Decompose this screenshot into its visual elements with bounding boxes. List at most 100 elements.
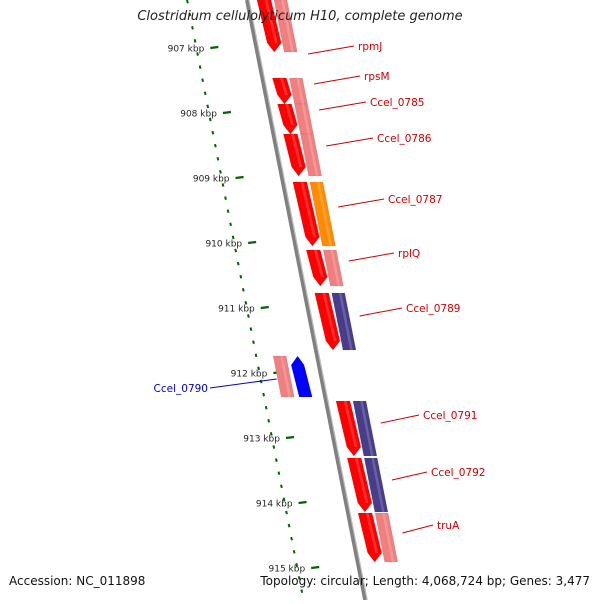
ruler-dot bbox=[196, 52, 199, 56]
ruler-dot bbox=[208, 117, 212, 122]
ruler-major-tick bbox=[285, 435, 295, 440]
ruler-major-tick bbox=[311, 565, 320, 570]
gene-arrow bbox=[305, 249, 328, 287]
ruler-dot bbox=[269, 432, 273, 436]
ruler-dot bbox=[297, 576, 301, 580]
ruler-dot bbox=[213, 143, 217, 148]
gene-pink-block-highlight bbox=[301, 104, 311, 134]
ruler-dot bbox=[211, 130, 215, 135]
ruler-dot bbox=[249, 327, 253, 331]
backbone-shadow bbox=[248, 0, 368, 601]
ruler-dot bbox=[285, 510, 288, 515]
gene-pink-block-highlight bbox=[307, 134, 319, 176]
gene-purple-block-highlight bbox=[360, 401, 374, 456]
gene-arrow bbox=[271, 77, 292, 105]
gene-label: Ccel_0785 bbox=[370, 97, 424, 109]
ruler-dot bbox=[219, 170, 222, 174]
ruler-dot bbox=[267, 418, 271, 423]
ruler-dot bbox=[193, 39, 197, 43]
gene-arrow bbox=[283, 133, 306, 177]
gene-label-leader bbox=[380, 414, 420, 424]
ruler-dot bbox=[282, 497, 286, 502]
ruler-dot bbox=[262, 392, 266, 397]
ruler-dot bbox=[244, 301, 248, 305]
gene-pink-block bbox=[273, 0, 298, 53]
ruler-major-tick bbox=[222, 110, 232, 115]
gene-arrow-highlight bbox=[264, 0, 278, 43]
gene-label-leader bbox=[209, 378, 277, 389]
ruler-dot bbox=[264, 405, 268, 410]
ruler-dot bbox=[300, 589, 304, 593]
genome-summary: Topology: circular; Length: 4,068,724 bp… bbox=[260, 574, 590, 588]
ruler-dot bbox=[272, 445, 276, 449]
gene-pink-block-highlight bbox=[296, 78, 305, 104]
ruler-label: 912 kbp bbox=[231, 370, 268, 380]
gene-pink-block bbox=[300, 133, 323, 177]
gene-pink-block-highlight bbox=[330, 250, 341, 286]
ruler-dot bbox=[292, 549, 296, 554]
ruler-major-tick bbox=[210, 45, 219, 50]
gene-arrow bbox=[292, 181, 320, 247]
gene-label-leader bbox=[319, 101, 367, 111]
ruler-label: 913 kbp bbox=[243, 435, 280, 445]
ruler-label: 909 kbp bbox=[193, 175, 230, 185]
ruler-label: 911 kbp bbox=[218, 305, 255, 315]
ruler-dot bbox=[257, 366, 260, 371]
ruler-dot bbox=[274, 458, 278, 462]
gene-pink-block bbox=[374, 512, 399, 563]
ruler-label: 910 kbp bbox=[205, 240, 242, 250]
gene-arrow-highlight bbox=[313, 250, 324, 277]
gene-pink-block-highlight bbox=[281, 0, 294, 52]
ruler-label: 915 kbp bbox=[269, 565, 306, 575]
gene-pink-block bbox=[322, 249, 344, 287]
gene-purple-block-highlight bbox=[371, 458, 385, 512]
gene-arrow-highlight bbox=[280, 78, 288, 95]
ruler-major-tick bbox=[260, 305, 269, 310]
gene-reverse-arrow bbox=[291, 356, 313, 397]
ruler-dot bbox=[295, 563, 299, 567]
gene-arrow-highlight bbox=[291, 134, 303, 167]
ruler-dot bbox=[236, 261, 240, 266]
ruler-major-tick bbox=[298, 500, 307, 505]
ruler-dot bbox=[287, 523, 291, 528]
gene-purple-block bbox=[331, 292, 357, 351]
gene-label: Ccel_0789 bbox=[406, 303, 460, 315]
ruler-dot bbox=[247, 314, 250, 318]
gene-arrow bbox=[335, 400, 362, 457]
gene-purple-block bbox=[363, 457, 389, 513]
gene-label: truA bbox=[437, 520, 460, 532]
ruler-dot bbox=[188, 12, 192, 17]
ruler-dot bbox=[239, 274, 243, 279]
gene-orange-block-highlight bbox=[317, 182, 333, 246]
ruler-dot bbox=[280, 484, 283, 489]
ruler-dot bbox=[206, 104, 210, 109]
ruler-dot bbox=[186, 0, 189, 4]
ruler-dot bbox=[224, 196, 227, 200]
ruler-dot bbox=[198, 65, 202, 69]
gene-label: Ccel_0786 bbox=[377, 133, 432, 145]
gene-arrow bbox=[314, 292, 341, 351]
ruler-dot bbox=[201, 78, 205, 83]
ruler-dot bbox=[234, 248, 238, 253]
ruler-major-tick bbox=[248, 240, 257, 245]
ruler-dot bbox=[191, 25, 194, 30]
gene-label: Ccel_0790 bbox=[154, 383, 208, 395]
gene-label-leader bbox=[338, 198, 385, 208]
accession-label: Accession: NC_011898 bbox=[9, 574, 146, 588]
backbone-line bbox=[245, 0, 368, 601]
gene-purple-block-highlight bbox=[338, 293, 353, 350]
map-title: Clostridium cellulolyticum H10, complete… bbox=[137, 9, 463, 24]
gene-label: rpmJ bbox=[358, 41, 382, 53]
gene-pink-block-highlight bbox=[280, 356, 291, 397]
gene-pink-block bbox=[272, 355, 295, 398]
gene-label: Ccel_0791 bbox=[423, 410, 477, 422]
gene-label-leader bbox=[313, 75, 361, 85]
gene-label-leader bbox=[307, 45, 355, 55]
ruler-label: 907 kbp bbox=[168, 45, 205, 55]
gene-arrow-highlight bbox=[300, 182, 316, 237]
ruler-dot bbox=[277, 471, 281, 476]
ruler-dot bbox=[216, 156, 220, 161]
ruler-dot bbox=[254, 353, 258, 358]
